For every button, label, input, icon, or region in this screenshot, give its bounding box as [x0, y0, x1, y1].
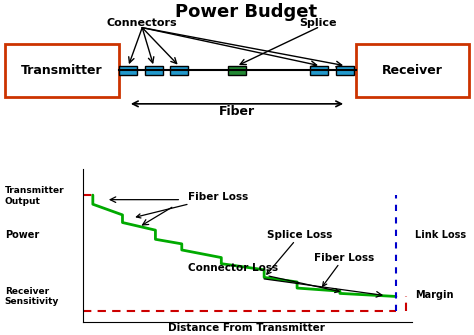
Bar: [310, 66, 328, 75]
Text: Power Budget: Power Budget: [175, 3, 318, 21]
Bar: [356, 44, 469, 97]
Text: Power: Power: [5, 229, 39, 240]
Text: Distance From Transmitter: Distance From Transmitter: [168, 323, 325, 333]
Text: Fiber Loss: Fiber Loss: [313, 253, 374, 286]
Text: Receiver: Receiver: [382, 64, 443, 77]
Bar: [145, 66, 163, 75]
Text: Fiber: Fiber: [219, 105, 255, 118]
Text: Splice: Splice: [299, 18, 337, 28]
Text: Connector Loss: Connector Loss: [188, 263, 339, 292]
Bar: [228, 66, 246, 75]
Text: Fiber Loss: Fiber Loss: [137, 192, 249, 218]
Text: Transmitter
Output: Transmitter Output: [5, 186, 64, 206]
Text: Transmitter: Transmitter: [21, 64, 102, 77]
Bar: [170, 66, 188, 75]
Text: Link Loss: Link Loss: [415, 229, 466, 240]
Bar: [5, 44, 118, 97]
Bar: [336, 66, 354, 75]
Text: Receiver
Sensitivity: Receiver Sensitivity: [5, 287, 59, 306]
Bar: [119, 66, 137, 75]
Text: Splice Loss: Splice Loss: [267, 230, 333, 274]
Text: Connectors: Connectors: [107, 18, 177, 28]
Text: Margin: Margin: [415, 290, 453, 300]
